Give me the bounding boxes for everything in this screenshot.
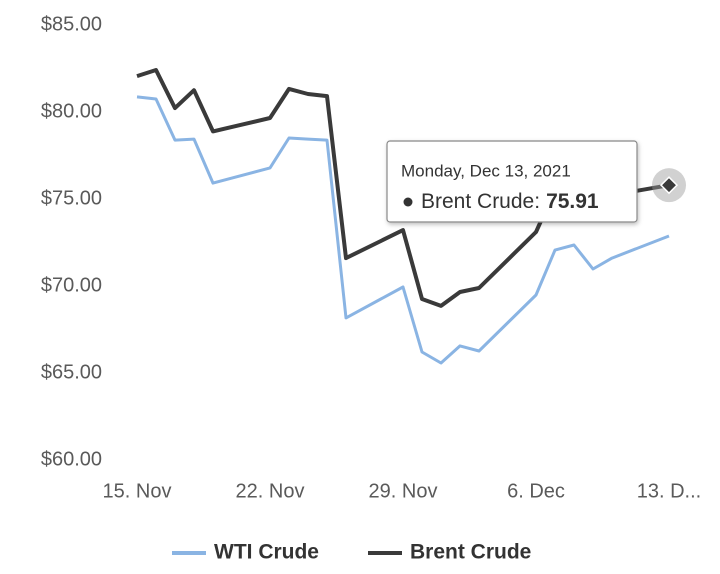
- y-tick-label: $75.00: [41, 187, 102, 209]
- tooltip-box: [386, 140, 638, 223]
- x-tick-label: 15. Nov: [103, 480, 172, 502]
- legend-label: Brent Crude: [410, 541, 531, 564]
- hover-marker: [659, 176, 679, 195]
- y-tick-label: $80.00: [41, 100, 102, 122]
- y-tick-label: $85.00: [41, 13, 102, 35]
- y-tick-label: $70.00: [41, 274, 102, 296]
- tooltip-bullet: [403, 197, 413, 207]
- x-tick-label: 22. Nov: [236, 480, 305, 502]
- x-tick-label: 6. Dec: [507, 480, 565, 502]
- x-tick-label: 13. D...: [637, 480, 701, 502]
- tooltip-title: Monday, Dec 13, 2021: [401, 161, 571, 180]
- tooltip-value: 75.91: [546, 190, 599, 213]
- tooltip-label: Brent Crude:: [421, 190, 540, 213]
- tooltip-line: Brent Crude: 75.91: [421, 190, 599, 213]
- y-tick-label: $60.00: [41, 448, 102, 470]
- series-line: [136, 95, 670, 365]
- x-tick-label: 29. Nov: [369, 480, 438, 502]
- legend-label: WTI Crude: [214, 541, 319, 564]
- y-tick-label: $65.00: [41, 361, 102, 383]
